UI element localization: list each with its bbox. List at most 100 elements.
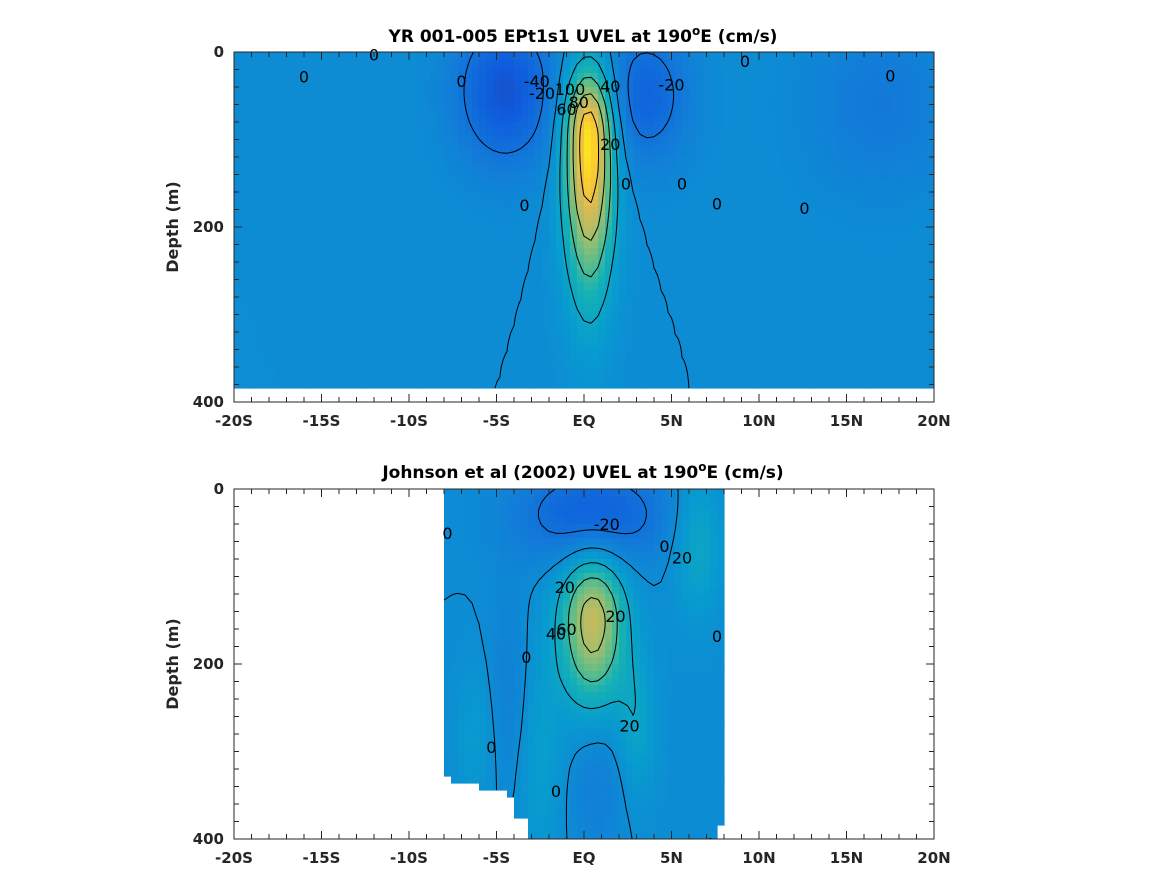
heatmap-cell (892, 136, 900, 144)
heatmap-cell (325, 59, 333, 67)
heatmap-cell (339, 241, 347, 249)
heatmap-cell (815, 311, 823, 319)
heatmap-cell (850, 276, 858, 284)
heatmap-cell (640, 262, 648, 270)
heatmap-cell (290, 227, 298, 235)
heatmap-cell (472, 290, 480, 298)
heatmap-cell (850, 129, 858, 137)
heatmap-cell (710, 367, 718, 375)
heatmap-cell (521, 269, 529, 277)
heatmap-cell (675, 171, 683, 179)
heatmap-cell (416, 304, 424, 312)
heatmap-cell (654, 206, 662, 214)
heatmap-cell (297, 122, 305, 130)
heatmap-cell (836, 360, 844, 368)
heatmap-cell (696, 339, 704, 347)
heatmap-cell (248, 80, 256, 88)
heatmap-cell (612, 304, 620, 312)
heatmap-cell (472, 164, 480, 172)
heatmap-cell (500, 143, 508, 151)
heatmap-cell (920, 346, 928, 354)
heatmap-cell (759, 171, 767, 179)
heatmap-cell (276, 52, 284, 60)
heatmap-cell (906, 262, 914, 270)
heatmap-cell (577, 360, 585, 368)
heatmap-cell (745, 192, 753, 200)
heatmap-cell (654, 115, 662, 123)
heatmap-cell (598, 283, 606, 291)
heatmap-cell (311, 164, 319, 172)
heatmap-cell (563, 122, 571, 130)
heatmap-cell (493, 94, 501, 102)
heatmap-cell (304, 311, 312, 319)
heatmap-cell (619, 227, 627, 235)
heatmap-cell (381, 220, 389, 228)
heatmap-cell (535, 262, 543, 270)
heatmap-cell (465, 66, 473, 74)
heatmap-cell (913, 66, 921, 74)
heatmap-cell (906, 80, 914, 88)
heatmap-cell (815, 241, 823, 249)
heatmap-cell (514, 80, 522, 88)
heatmap-cell (801, 129, 809, 137)
heatmap-cell (605, 489, 613, 497)
heatmap-cell (773, 87, 781, 95)
heatmap-cell (584, 66, 592, 74)
heatmap-cell (479, 367, 487, 375)
heatmap-cell (801, 171, 809, 179)
heatmap-cell (829, 220, 837, 228)
heatmap-cell (507, 276, 515, 284)
heatmap-cell (885, 374, 893, 382)
heatmap-cell (563, 115, 571, 123)
heatmap-cell (878, 360, 886, 368)
heatmap-cell (752, 80, 760, 88)
heatmap-cell (647, 262, 655, 270)
heatmap-cell (612, 213, 620, 221)
heatmap-cell (521, 206, 529, 214)
heatmap-cell (395, 101, 403, 109)
heatmap-cell (878, 290, 886, 298)
heatmap-cell (395, 150, 403, 158)
heatmap-cell (283, 339, 291, 347)
heatmap-cell (304, 353, 312, 361)
heatmap-cell (465, 276, 473, 284)
heatmap-cell (402, 52, 410, 60)
heatmap-cell (717, 66, 725, 74)
heatmap-cell (801, 346, 809, 354)
heatmap-cell (556, 129, 564, 137)
heatmap-cell (493, 108, 501, 116)
heatmap-cell (906, 178, 914, 186)
heatmap-cell (472, 489, 480, 497)
heatmap-cell (878, 213, 886, 221)
heatmap-cell (241, 101, 249, 109)
heatmap-cell (808, 115, 816, 123)
heatmap-cell (920, 164, 928, 172)
heatmap-cell (885, 59, 893, 67)
heatmap-cell (724, 255, 732, 263)
heatmap-cell (479, 171, 487, 179)
heatmap-cell (857, 80, 865, 88)
heatmap-cell (248, 206, 256, 214)
heatmap-cell (353, 143, 361, 151)
heatmap-cell (297, 129, 305, 137)
heatmap-cell (633, 353, 641, 361)
heatmap-cell (850, 80, 858, 88)
heatmap-cell (654, 290, 662, 298)
heatmap-cell (612, 374, 620, 382)
heatmap-cell (472, 150, 480, 158)
heatmap-cell (878, 66, 886, 74)
heatmap-cell (668, 143, 676, 151)
heatmap-cell (346, 73, 354, 81)
heatmap-cell (486, 59, 494, 67)
heatmap-cell (563, 339, 571, 347)
heatmap-cell (521, 59, 529, 67)
heatmap-cell (619, 52, 627, 60)
heatmap-cell (703, 59, 711, 67)
heatmap-cell (528, 213, 536, 221)
heatmap-cell (493, 157, 501, 165)
heatmap-cell (304, 262, 312, 270)
heatmap-cell (794, 178, 802, 186)
heatmap-cell (262, 374, 270, 382)
heatmap-cell (325, 325, 333, 333)
heatmap-cell (752, 87, 760, 95)
